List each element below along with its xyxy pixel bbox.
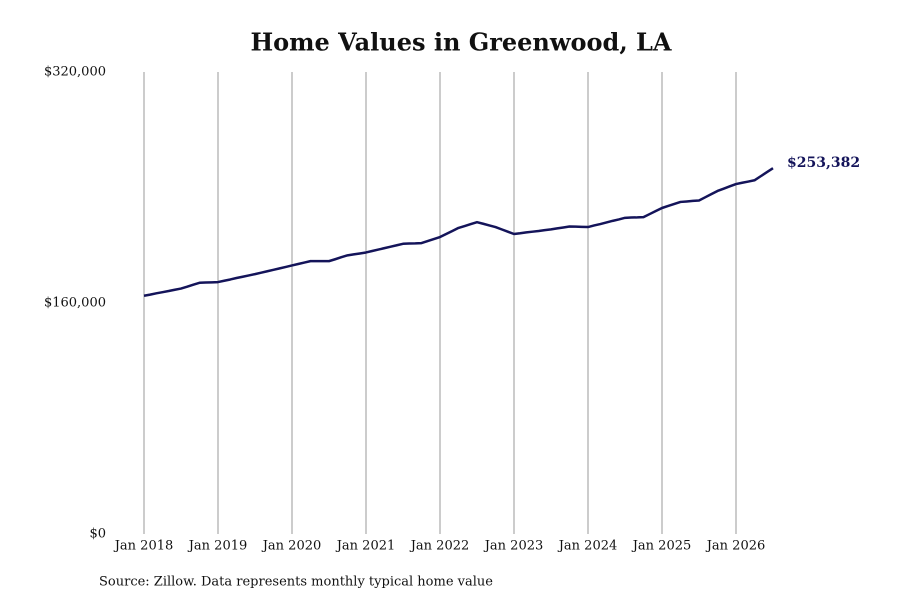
- x-tick-label: Jan 2025: [631, 539, 692, 554]
- x-tick-label: Jan 2021: [335, 539, 396, 554]
- x-tick-label: Jan 2018: [113, 539, 174, 554]
- end-value-label: $253,382: [787, 155, 860, 171]
- x-tick-label: Jan 2026: [705, 539, 766, 554]
- x-tick-label: Jan 2024: [557, 539, 618, 554]
- line-series: [143, 167, 774, 298]
- x-tick-label: Jan 2022: [409, 539, 470, 554]
- chart-title: Home Values in Greenwood, LA: [250, 28, 671, 57]
- x-tick-label: Jan 2020: [261, 539, 322, 554]
- x-tick-label: Jan 2023: [483, 539, 544, 554]
- source-note: Source: Zillow. Data represents monthly …: [99, 575, 493, 590]
- x-tick-label: Jan 2019: [187, 539, 248, 554]
- y-tick-label: $320,000: [44, 65, 106, 80]
- y-tick-label: $160,000: [44, 296, 106, 311]
- y-tick-label: $0: [89, 527, 106, 542]
